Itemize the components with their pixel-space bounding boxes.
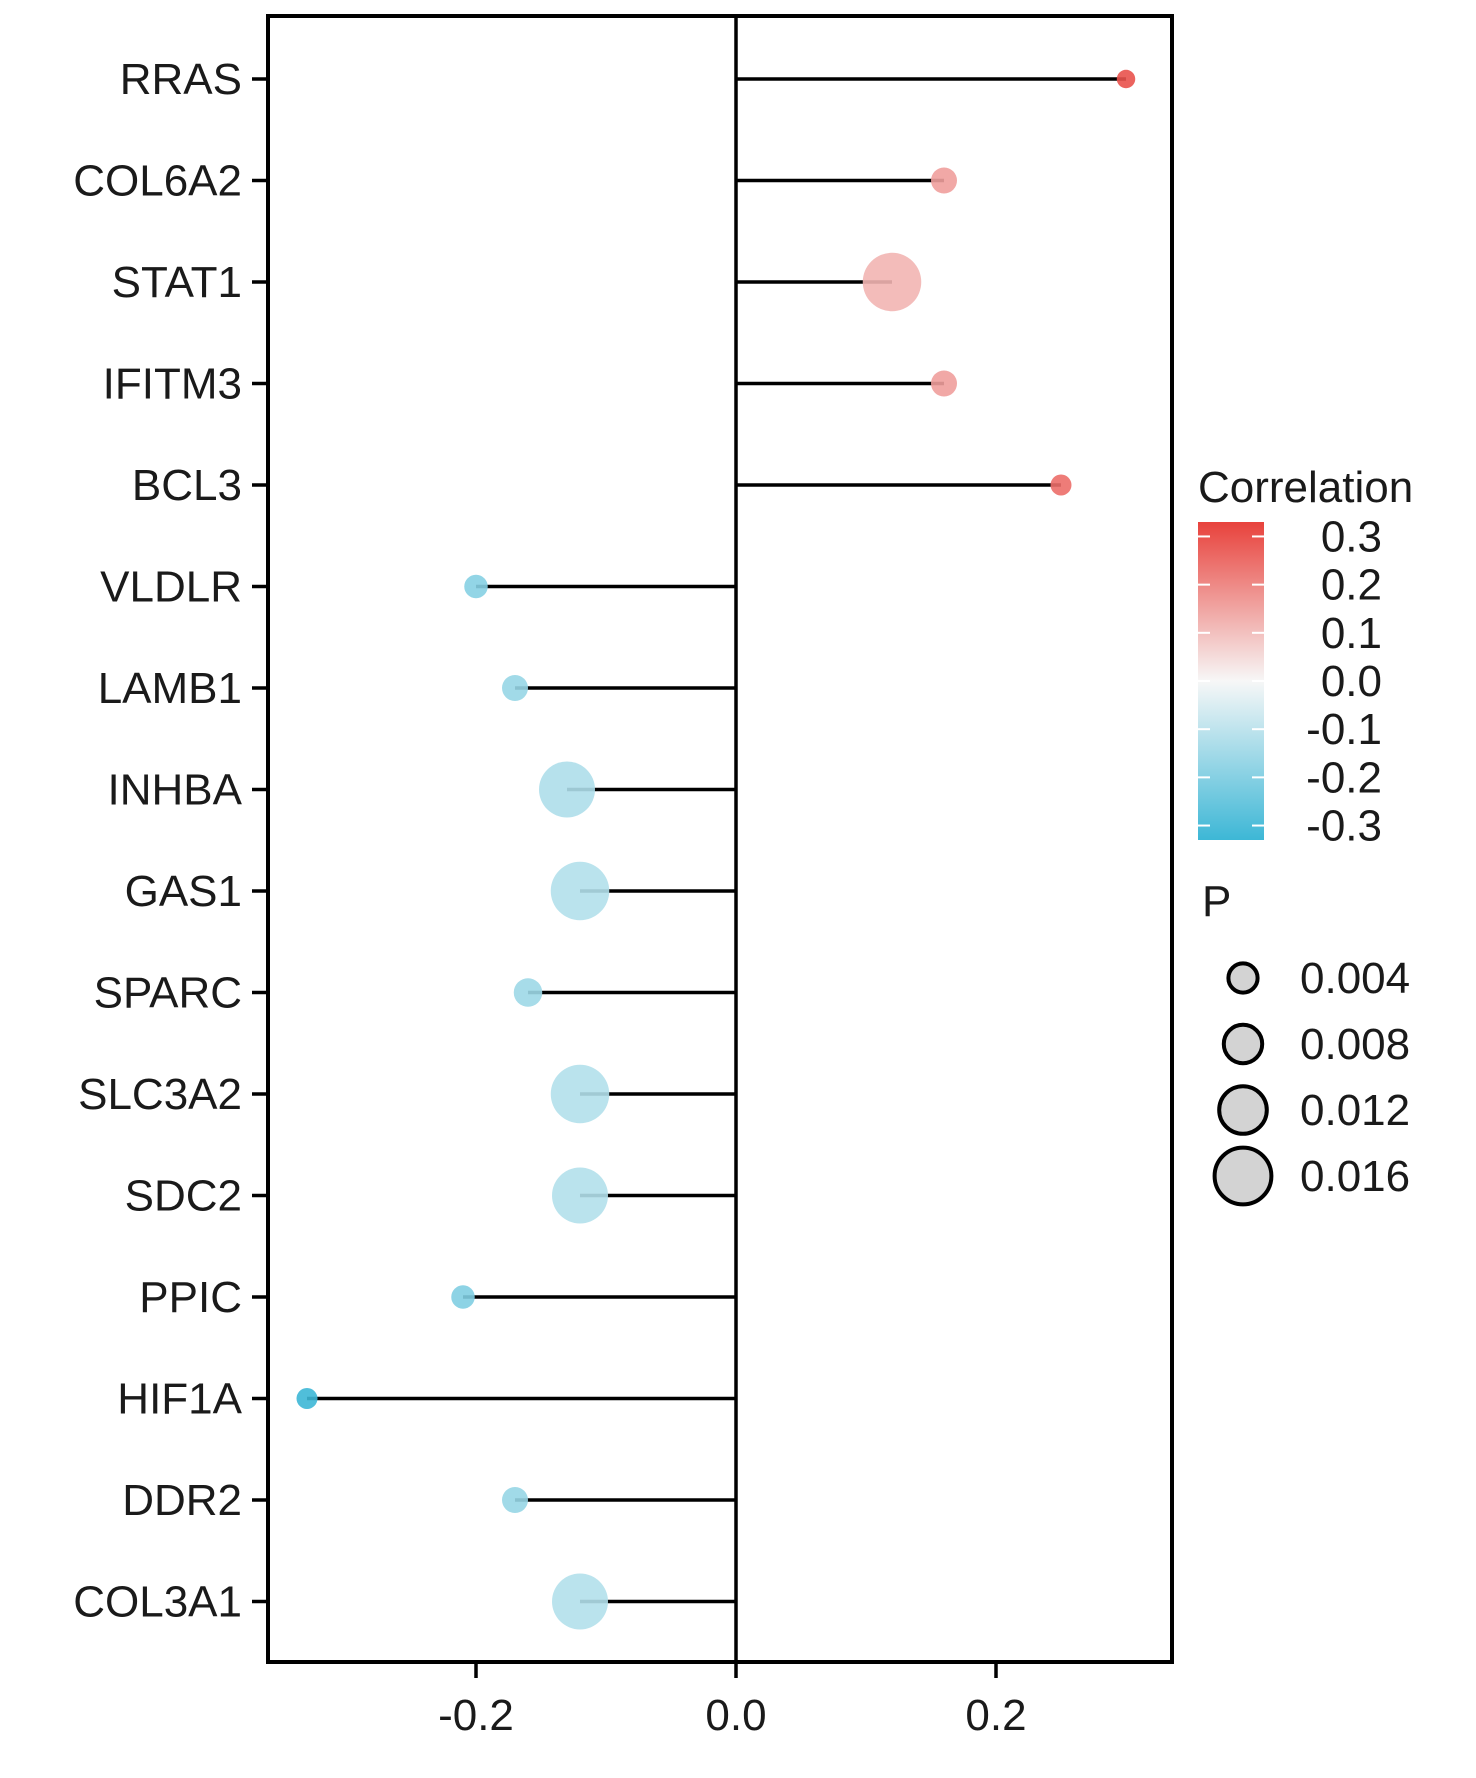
size-legend-label: 0.012 (1300, 1086, 1410, 1135)
y-tick-label: STAT1 (112, 258, 242, 307)
y-tick-label: DDR2 (122, 1476, 242, 1525)
lollipop-point (862, 252, 922, 312)
y-axis: RRAS COL6A2 STAT1 IFITM3 BCL3 VLDLR LAMB1 INHBA… (73, 55, 268, 1627)
lollipop-point (550, 1064, 610, 1124)
size-legend-key (1212, 1145, 1274, 1207)
size-legend-label: 0.008 (1300, 1020, 1410, 1069)
lollipop-point (552, 1167, 608, 1224)
lollipop-point (539, 761, 595, 818)
x-tick-label: 0.2 (965, 1691, 1026, 1740)
lollipop-point (1116, 69, 1136, 89)
x-tick-label: 0.0 (705, 1691, 766, 1740)
size-legend-label: 0.004 (1300, 954, 1410, 1003)
color-legend-label: -0.3 (1306, 802, 1382, 851)
lollipop-point (451, 1285, 475, 1309)
lollipop-point (931, 370, 957, 397)
y-tick-label: COL3A1 (73, 1578, 242, 1627)
color-legend-label: 0.3 (1321, 512, 1382, 561)
y-tick-label: INHBA (108, 766, 243, 815)
y-tick-label: VLDLR (100, 563, 242, 612)
y-tick-label: GAS1 (125, 867, 242, 916)
color-legend-label: 0.1 (1321, 609, 1382, 658)
panel-border (266, 14, 1174, 1664)
y-tick-label: SLC3A2 (78, 1070, 242, 1119)
y-tick-label: LAMB1 (98, 664, 242, 713)
lollipop-point (1050, 474, 1072, 496)
lollipop-point (502, 1487, 528, 1513)
size-legend-key (1217, 1084, 1269, 1136)
y-tick-label: BCL3 (132, 461, 242, 510)
size-legend-keys: 0.004 0.008 0.012 0.016 (1212, 954, 1410, 1207)
y-tick-label: COL6A2 (73, 157, 242, 206)
legend: Correlation 0.30.20.10.0-0.1-0.2-0.3 P 0… (1198, 463, 1413, 1207)
lollipop-layer (296, 69, 1136, 1630)
x-tick-label: -0.2 (438, 1691, 514, 1740)
y-tick-label: IFITM3 (103, 360, 242, 409)
lollipop-point (296, 1388, 318, 1409)
y-tick-label: HIF1A (117, 1375, 242, 1424)
lollipop-point (464, 574, 488, 599)
color-legend-title: Correlation (1198, 463, 1413, 512)
size-legend-key (1226, 961, 1260, 995)
size-legend-label: 0.016 (1300, 1152, 1410, 1201)
lollipop-point (550, 861, 610, 921)
x-axis: -0.2 0.0 0.2 (438, 1662, 1027, 1740)
lollipop-point (513, 978, 543, 1007)
size-legend-title: P (1202, 877, 1231, 926)
color-legend-label: -0.1 (1306, 705, 1382, 754)
y-tick-label: SPARC (94, 969, 242, 1018)
lollipop-point (502, 675, 528, 701)
color-legend-label: -0.2 (1306, 753, 1382, 802)
color-legend-label: 0.0 (1321, 657, 1382, 706)
y-tick-label: PPIC (139, 1273, 242, 1322)
color-legend-label: 0.2 (1321, 561, 1382, 610)
y-tick-label: SDC2 (125, 1172, 242, 1221)
lollipop-point (931, 167, 957, 194)
y-tick-label: RRAS (120, 55, 242, 104)
color-legend-ticks: 0.30.20.10.0-0.1-0.2-0.3 (1198, 512, 1382, 851)
lollipop-point (552, 1573, 608, 1630)
size-legend-key (1221, 1022, 1265, 1066)
